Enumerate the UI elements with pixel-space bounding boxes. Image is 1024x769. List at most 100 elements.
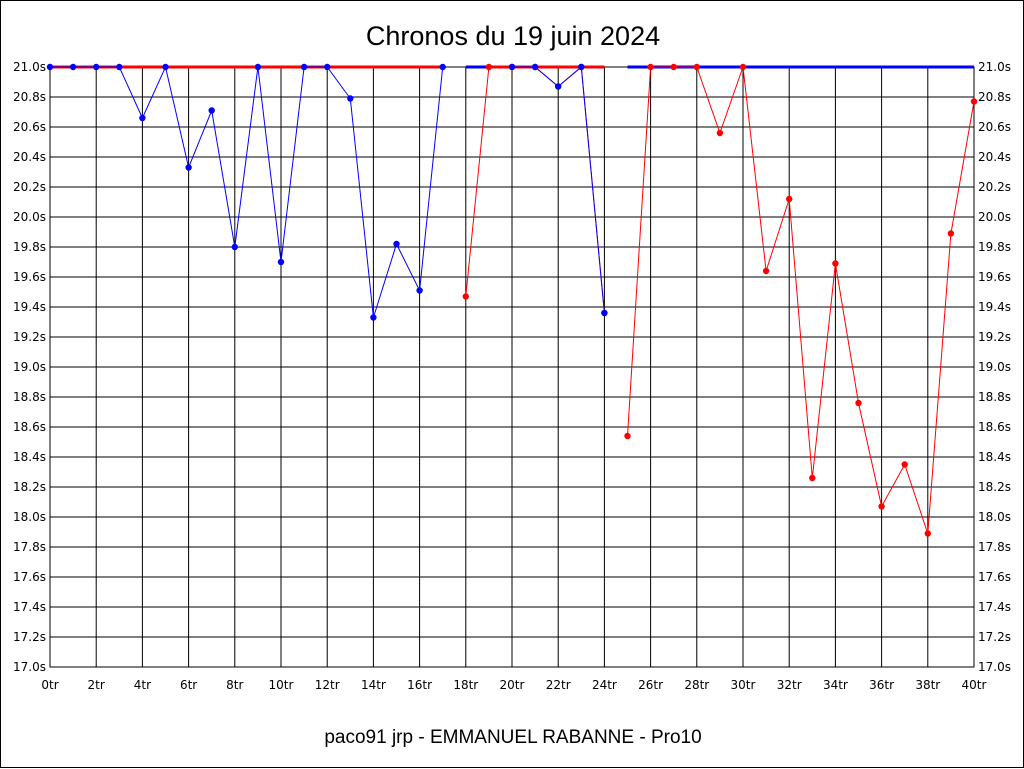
y-tick-label-left: 20.8s xyxy=(13,90,46,104)
y-tick-label-right: 17.0s xyxy=(978,660,1011,674)
x-tick-label: 2tr xyxy=(88,678,105,692)
data-point xyxy=(832,260,839,267)
data-point xyxy=(670,63,677,71)
data-point xyxy=(46,63,54,71)
y-tick-label-left: 17.2s xyxy=(13,630,46,644)
data-point xyxy=(69,63,77,71)
y-tick-label-left: 19.2s xyxy=(13,330,46,344)
y-tick-label-right: 17.8s xyxy=(978,540,1011,554)
data-point xyxy=(139,114,146,122)
series-line xyxy=(465,66,605,314)
x-tick-label: 14tr xyxy=(361,678,386,692)
chart-footer: paco91 jrp - EMMANUEL RABANNE - Pro10 xyxy=(324,727,701,748)
x-tick-label: 28tr xyxy=(684,678,709,692)
y-tick-label-left: 17.6s xyxy=(13,570,46,584)
data-point xyxy=(970,98,978,105)
y-tick-label-right: 18.8s xyxy=(978,390,1011,404)
y-tick-label-right: 17.6s xyxy=(978,570,1011,584)
data-point xyxy=(739,63,747,71)
y-tick-label-right: 17.4s xyxy=(978,600,1011,614)
data-point xyxy=(624,432,631,440)
x-tick-label: 12tr xyxy=(315,678,340,692)
data-point xyxy=(300,63,308,71)
data-point xyxy=(439,63,446,71)
x-tick-label: 22tr xyxy=(546,678,571,692)
y-tick-label-right: 20.2s xyxy=(978,180,1011,194)
x-tick-label: 6tr xyxy=(180,678,197,692)
y-tick-label-left: 17.0s xyxy=(13,660,46,674)
data-point xyxy=(185,164,192,171)
y-tick-label-left: 19.0s xyxy=(13,360,46,374)
series-line xyxy=(50,65,444,318)
data-point xyxy=(208,107,215,114)
grid-layer xyxy=(49,66,975,668)
y-tick-label-right: 19.8s xyxy=(978,240,1011,254)
y-tick-label-left: 18.0s xyxy=(13,510,46,524)
y-tick-label-right: 18.0s xyxy=(978,510,1011,524)
data-point xyxy=(716,129,724,137)
x-tick-label: 38tr xyxy=(915,678,940,692)
data-point xyxy=(277,258,285,266)
y-tick-label-right: 18.2s xyxy=(978,480,1011,494)
data-point xyxy=(116,63,123,71)
data-point xyxy=(555,83,562,90)
y-tick-label-right: 19.0s xyxy=(978,360,1011,374)
y-tick-label-left: 18.4s xyxy=(13,450,46,464)
y-tick-label-right: 19.6s xyxy=(978,270,1011,284)
data-point xyxy=(786,195,793,203)
y-tick-label-left: 18.6s xyxy=(13,420,46,434)
data-point xyxy=(254,63,262,71)
y-tick-label-left: 19.8s xyxy=(13,240,46,254)
data-point xyxy=(531,63,539,71)
x-tick-label: 4tr xyxy=(134,678,151,692)
y-tick-label-left: 19.6s xyxy=(13,270,46,284)
data-point xyxy=(901,461,908,468)
y-tick-label-right: 20.8s xyxy=(978,90,1011,104)
y-tick-label-right: 20.6s xyxy=(978,120,1011,134)
data-point xyxy=(855,399,862,407)
x-tick-label: 0tr xyxy=(41,678,58,692)
x-tick-label: 8tr xyxy=(226,678,243,692)
x-tick-label: 18tr xyxy=(453,678,478,692)
x-tick-label: 24tr xyxy=(592,678,617,692)
y-tick-label-right: 19.4s xyxy=(978,300,1011,314)
y-tick-label-left: 20.4s xyxy=(13,150,46,164)
y-tick-label-left: 20.0s xyxy=(13,210,46,224)
y-tick-label-right: 21.0s xyxy=(978,60,1011,74)
data-point xyxy=(508,63,516,71)
x-tick-label: 36tr xyxy=(869,678,894,692)
data-point xyxy=(416,287,423,294)
data-point xyxy=(485,63,493,71)
data-point xyxy=(231,243,238,251)
y-tick-label-right: 19.2s xyxy=(978,330,1011,344)
data-point xyxy=(693,63,700,71)
data-point xyxy=(878,503,885,510)
data-point xyxy=(809,474,816,482)
data-point xyxy=(347,95,354,102)
y-tick-label-left: 18.8s xyxy=(13,390,46,404)
y-tick-label-left: 19.4s xyxy=(13,300,46,314)
data-point xyxy=(924,530,931,537)
x-tick-label: 30tr xyxy=(731,678,756,692)
data-point xyxy=(162,63,169,71)
y-tick-label-right: 17.2s xyxy=(978,630,1011,644)
data-point xyxy=(647,63,654,71)
y-tick-label-left: 17.4s xyxy=(13,600,46,614)
y-tick-label-left: 20.2s xyxy=(13,180,46,194)
y-tick-label-right: 20.0s xyxy=(978,210,1011,224)
data-point xyxy=(947,230,955,237)
y-tick-label-left: 17.8s xyxy=(13,540,46,554)
x-tick-label: 20tr xyxy=(500,678,525,692)
x-tick-label: 34tr xyxy=(823,678,848,692)
x-tick-label: 10tr xyxy=(269,678,294,692)
y-tick-label-right: 20.4s xyxy=(978,150,1011,164)
data-point xyxy=(93,63,100,71)
y-tick-label-left: 21.0s xyxy=(13,60,46,74)
y-tick-label-right: 18.6s xyxy=(978,420,1011,434)
x-tick-label: 16tr xyxy=(407,678,432,692)
data-point xyxy=(324,63,331,71)
y-tick-label-left: 20.6s xyxy=(13,120,46,134)
x-tick-label: 26tr xyxy=(638,678,663,692)
